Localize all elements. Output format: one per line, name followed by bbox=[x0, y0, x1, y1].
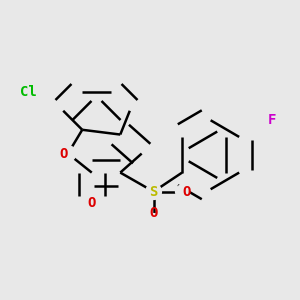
Text: Cl: Cl bbox=[20, 85, 37, 99]
Circle shape bbox=[176, 185, 189, 198]
Text: O: O bbox=[88, 196, 96, 210]
Text: O: O bbox=[149, 206, 158, 220]
Circle shape bbox=[261, 114, 274, 127]
Circle shape bbox=[60, 146, 76, 161]
Text: S: S bbox=[149, 184, 158, 199]
Text: O: O bbox=[182, 184, 190, 199]
Text: O: O bbox=[60, 147, 68, 160]
Circle shape bbox=[84, 188, 100, 204]
Circle shape bbox=[146, 184, 161, 200]
Circle shape bbox=[147, 214, 160, 227]
Text: F: F bbox=[268, 113, 276, 127]
Circle shape bbox=[27, 81, 47, 102]
